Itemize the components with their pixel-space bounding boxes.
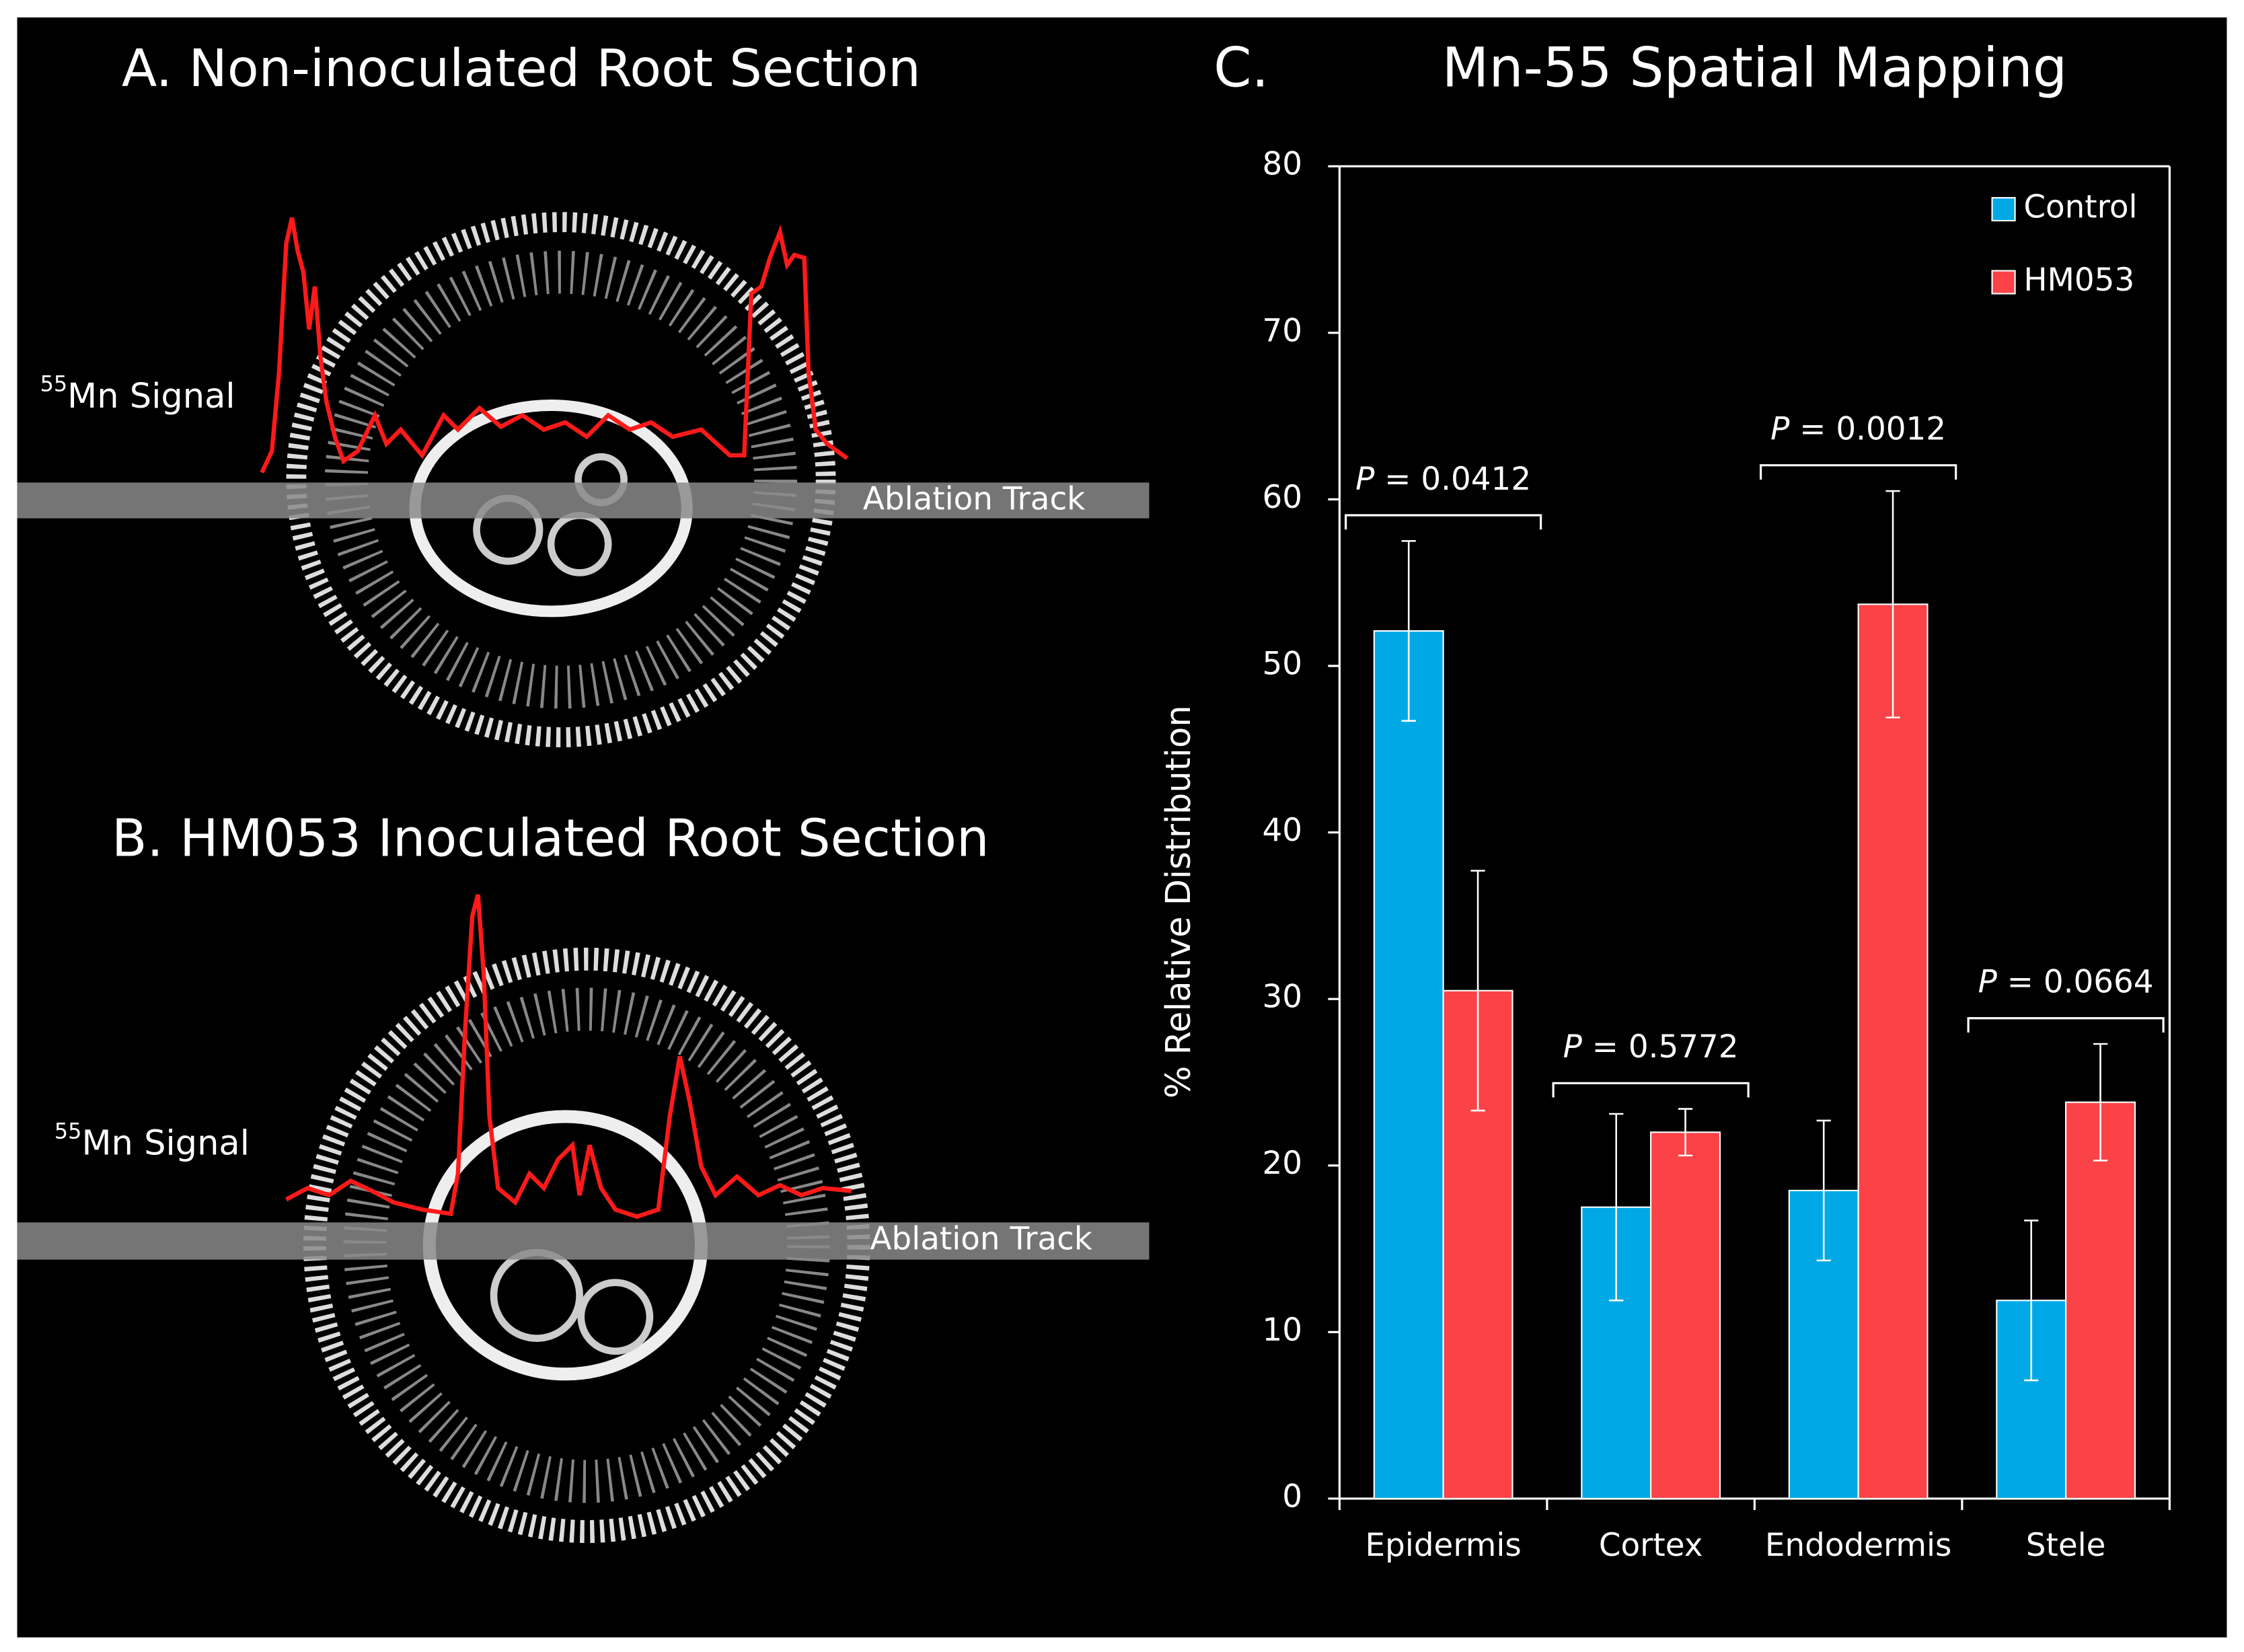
p-value-text: = 0.0412	[1374, 461, 1531, 497]
y-tick-label: 50	[1263, 646, 1303, 682]
p-symbol: P	[1563, 1029, 1583, 1065]
x-tick-label: Endodermis	[1765, 1528, 1951, 1564]
signal-isotope: 55	[54, 1118, 82, 1143]
error-bar	[1885, 490, 1900, 719]
error-bar	[2093, 1043, 2108, 1162]
signal-isotope: 55	[40, 371, 68, 397]
track-label: Ablation Track	[870, 1221, 1092, 1257]
root-vessel	[577, 1279, 654, 1355]
legend-swatch	[1991, 196, 2016, 222]
p-symbol: P	[1978, 964, 1998, 1000]
p-value-text: = 0.0012	[1789, 411, 1946, 447]
significance-bracket	[1967, 1017, 2165, 1032]
error-bar	[1470, 870, 1485, 1112]
root-outer	[286, 212, 836, 747]
panel-c-label: C.	[1213, 37, 1269, 100]
signal-trace	[260, 217, 849, 474]
panel-b-title: B. HM053 Inoculated Root Section	[112, 809, 989, 868]
p-symbol: P	[1355, 461, 1375, 497]
panel-b: B. HM053 Inoculated Root Section Ablatio…	[17, 809, 1150, 1543]
p-value: P = 0.0412	[1355, 461, 1531, 497]
bar	[1373, 630, 1444, 1500]
bar	[1650, 1131, 1721, 1500]
x-tick-label: Epidermis	[1366, 1528, 1522, 1564]
error-bar	[1401, 540, 1416, 722]
y-tick-label: 60	[1263, 480, 1303, 516]
error-bar	[1816, 1119, 1831, 1262]
bar	[2065, 1101, 2136, 1500]
x-tick-label: Stele	[2026, 1528, 2106, 1564]
bar	[1857, 603, 1929, 1500]
y-tick-label: 20	[1263, 1146, 1303, 1182]
p-value-text: = 0.0664	[1997, 964, 2154, 1000]
y-tick-label: 40	[1263, 813, 1303, 849]
p-value: P = 0.5772	[1563, 1029, 1739, 1065]
y-axis-label: % Relative Distribution	[1159, 705, 1199, 1098]
y-tick-label: 10	[1263, 1312, 1303, 1349]
legend-label: HM053	[2023, 262, 2134, 299]
x-tick-label: Cortex	[1599, 1528, 1703, 1564]
chart-title: Mn-55 Spatial Mapping	[1442, 37, 2068, 100]
p-symbol: P	[1770, 411, 1790, 447]
legend-label: Control	[2023, 190, 2137, 226]
y-tick-label: 30	[1263, 979, 1303, 1016]
panel-a: A. Non-inoculated Root Section Ablation …	[17, 39, 1150, 747]
signal-label: 55Mn Signal	[54, 1118, 250, 1163]
track-label: Ablation Track	[863, 482, 1085, 518]
error-bar	[1609, 1113, 1624, 1302]
p-value: P = 0.0012	[1770, 411, 1946, 447]
ablation-track	[17, 482, 1150, 519]
root-cortex	[324, 250, 798, 709]
signal-label: 55Mn Signal	[40, 371, 235, 416]
ablation-track	[17, 1222, 1150, 1260]
legend-swatch	[1991, 270, 2016, 295]
signal-label-text: Mn Signal	[81, 1123, 249, 1163]
significance-bracket	[1552, 1082, 1750, 1098]
significance-bracket	[1760, 464, 1957, 480]
y-tick-label: 0	[1282, 1478, 1302, 1515]
signal-label-text: Mn Signal	[67, 377, 235, 416]
signal-trace	[285, 894, 852, 1219]
panel-a-title: A. Non-inoculated Root Section	[122, 39, 921, 99]
p-value: P = 0.0664	[1978, 964, 2154, 1000]
p-value-text: = 0.5772	[1582, 1029, 1739, 1065]
y-tick-label: 80	[1263, 147, 1303, 183]
chart: 0 10 20 30 40 50 60 70 80 Epidermis P = 0.0412 Cort…	[1263, 147, 2171, 1564]
y-tick-label: 70	[1263, 313, 1303, 349]
error-bar	[1678, 1108, 1693, 1157]
significance-bracket	[1345, 514, 1542, 530]
error-bar	[2024, 1219, 2039, 1382]
